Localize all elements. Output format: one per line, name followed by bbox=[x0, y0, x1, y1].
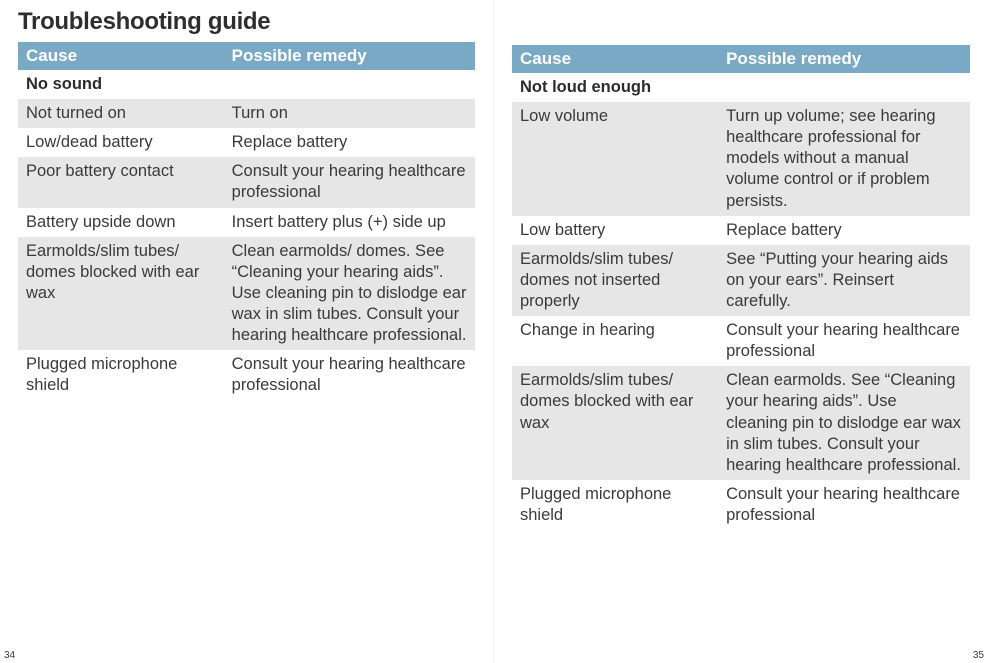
table-row: Poor battery contact Consult your hearin… bbox=[18, 157, 475, 207]
page-number-right: 35 bbox=[973, 650, 984, 661]
remedy-cell: Consult your hearing healthcare professi… bbox=[224, 350, 475, 400]
table-row: Low battery Replace battery bbox=[512, 216, 970, 245]
cause-cell: Battery upside down bbox=[18, 208, 224, 237]
remedy-cell: Consult your hearing healthcare professi… bbox=[224, 157, 475, 207]
section-title: Not loud enough bbox=[512, 73, 970, 102]
troubleshoot-table-right: Cause Possible remedy Not loud enough Lo… bbox=[512, 45, 970, 530]
remedy-cell: Clean earmolds/ domes. See “Cleaning you… bbox=[224, 237, 475, 351]
table-row: Plugged microphone shield Consult your h… bbox=[18, 350, 475, 400]
remedy-cell: Replace battery bbox=[718, 216, 970, 245]
section-row: Not loud enough bbox=[512, 73, 970, 102]
remedy-cell: Consult your hearing healthcare professi… bbox=[718, 316, 970, 366]
table-row: Plugged microphone shield Consult your h… bbox=[512, 480, 970, 530]
section-row: No sound bbox=[18, 70, 475, 99]
remedy-cell: Turn up volume; see hearing healthcare p… bbox=[718, 102, 970, 216]
page-left: Troubleshooting guide Cause Possible rem… bbox=[0, 0, 494, 663]
remedy-cell: Replace battery bbox=[224, 128, 475, 157]
table-header-row: Cause Possible remedy bbox=[18, 42, 475, 70]
guide-title: Troubleshooting guide bbox=[18, 8, 475, 36]
cause-cell: Low volume bbox=[512, 102, 718, 216]
cause-cell: Earmolds/slim tubes/ domes not inserted … bbox=[512, 245, 718, 316]
troubleshoot-table-left: Cause Possible remedy No sound Not turne… bbox=[18, 42, 475, 400]
table-row: Earmolds/slim tubes/ domes not inserted … bbox=[512, 245, 970, 316]
cause-cell: Plugged microphone shield bbox=[512, 480, 718, 530]
section-title: No sound bbox=[18, 70, 475, 99]
cause-cell: Earmolds/slim tubes/ domes blocked with … bbox=[18, 237, 224, 351]
cause-cell: Low battery bbox=[512, 216, 718, 245]
cause-cell: Low/dead battery bbox=[18, 128, 224, 157]
remedy-cell: Turn on bbox=[224, 99, 475, 128]
remedy-cell: Consult your hearing healthcare professi… bbox=[718, 480, 970, 530]
table-row: Low/dead battery Replace battery bbox=[18, 128, 475, 157]
table-row: Earmolds/slim tubes/ domes blocked with … bbox=[512, 366, 970, 480]
table-row: Not turned on Turn on bbox=[18, 99, 475, 128]
page-right: Cause Possible remedy Not loud enough Lo… bbox=[494, 0, 988, 663]
col-header-cause: Cause bbox=[18, 42, 224, 70]
col-header-remedy: Possible remedy bbox=[718, 45, 970, 73]
cause-cell: Not turned on bbox=[18, 99, 224, 128]
table-row: Change in hearing Consult your hearing h… bbox=[512, 316, 970, 366]
page-number-left: 34 bbox=[4, 650, 15, 661]
cause-cell: Earmolds/slim tubes/ domes blocked with … bbox=[512, 366, 718, 480]
table-row: Battery upside down Insert battery plus … bbox=[18, 208, 475, 237]
table-row: Earmolds/slim tubes/ domes blocked with … bbox=[18, 237, 475, 351]
cause-cell: Change in hearing bbox=[512, 316, 718, 366]
remedy-cell: See “Putting your hearing aids on your e… bbox=[718, 245, 970, 316]
title-spacer bbox=[512, 8, 970, 45]
table-row: Low volume Turn up volume; see hearing h… bbox=[512, 102, 970, 216]
cause-cell: Poor battery contact bbox=[18, 157, 224, 207]
table-header-row: Cause Possible remedy bbox=[512, 45, 970, 73]
col-header-cause: Cause bbox=[512, 45, 718, 73]
remedy-cell: Clean earmolds. See “Cleaning your heari… bbox=[718, 366, 970, 480]
cause-cell: Plugged microphone shield bbox=[18, 350, 224, 400]
remedy-cell: Insert battery plus (+) side up bbox=[224, 208, 475, 237]
col-header-remedy: Possible remedy bbox=[224, 42, 475, 70]
